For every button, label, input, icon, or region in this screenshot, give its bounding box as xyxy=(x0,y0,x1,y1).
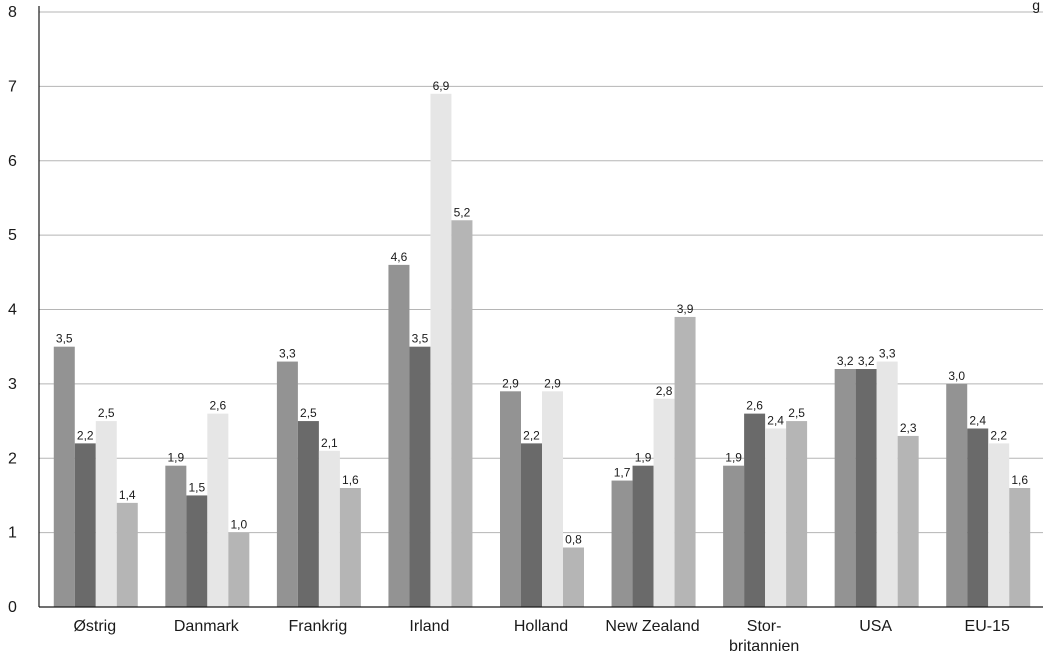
bar-2 xyxy=(409,346,431,607)
y-tick-label: 3 xyxy=(8,376,17,393)
x-category-label: Irland xyxy=(409,618,449,635)
data-label: 2,1 xyxy=(321,436,338,450)
data-label: 2,3 xyxy=(900,421,917,435)
bar-4 xyxy=(339,488,361,607)
x-category-label: USA xyxy=(859,618,892,635)
y-tick-label: 6 xyxy=(8,153,17,170)
bar-3 xyxy=(430,93,452,607)
data-label: 1,9 xyxy=(725,451,742,465)
data-label: 2,8 xyxy=(656,384,673,398)
bar-1 xyxy=(53,346,75,607)
bar-1 xyxy=(276,361,298,607)
data-label: 1,0 xyxy=(230,518,247,532)
bar-3 xyxy=(542,391,563,607)
bar-2 xyxy=(632,465,654,607)
data-label: 1,5 xyxy=(188,480,205,494)
bar-1 xyxy=(388,264,410,607)
bar-2 xyxy=(186,495,208,607)
data-label: 2,4 xyxy=(969,414,986,428)
y-tick-label: 0 xyxy=(8,599,17,616)
bar-4 xyxy=(1009,488,1031,607)
y-tick-label: 8 xyxy=(8,4,17,21)
data-label: 3,9 xyxy=(677,302,694,316)
x-category-label: New Zealand xyxy=(605,618,699,635)
bar-2 xyxy=(74,443,96,607)
y-tick-label: 2 xyxy=(8,450,17,467)
bar-3 xyxy=(765,428,787,607)
bar-4 xyxy=(563,547,584,607)
data-label: 0,8 xyxy=(565,533,582,547)
data-label: 2,6 xyxy=(746,399,763,413)
bar-4 xyxy=(116,502,138,607)
bar-3 xyxy=(318,450,340,607)
axes: 0 1 2 3 4 5 6 7 8 Østrig Danmark Frankrig Irland Holl… xyxy=(8,4,1043,655)
data-label: 2,4 xyxy=(767,414,784,428)
data-label: 3,5 xyxy=(412,332,429,346)
bar-1 xyxy=(723,465,745,607)
data-label: 3,3 xyxy=(279,347,296,361)
data-label: 4,6 xyxy=(391,250,408,264)
bar-4 xyxy=(228,532,250,607)
bar-4 xyxy=(897,435,919,607)
data-label: 2,9 xyxy=(502,376,519,390)
bar-1 xyxy=(611,480,633,607)
y-tick-label: 1 xyxy=(8,525,17,542)
y-tick-label: 7 xyxy=(8,78,17,95)
gridlines xyxy=(39,11,1043,534)
corner-label: g xyxy=(1032,0,1040,13)
data-label: 2,5 xyxy=(788,406,805,420)
bars xyxy=(53,93,1031,607)
bar-2 xyxy=(855,369,877,607)
x-category-label: Danmark xyxy=(174,618,240,635)
data-label: 3,5 xyxy=(56,332,73,346)
bar-4 xyxy=(786,421,808,607)
data-labels: 3,5 2,2 2,5 1,4 1,9 1,5 2,6 1,0 3,3 2,5 2,1 1,6 4,6 3… xyxy=(56,79,1028,547)
data-label: 2,6 xyxy=(209,399,226,413)
data-label: 1,7 xyxy=(614,466,631,480)
data-label: 5,2 xyxy=(454,205,471,219)
data-label: 6,9 xyxy=(433,79,450,93)
data-label: 2,2 xyxy=(523,428,540,442)
bar-2 xyxy=(297,421,319,607)
data-label: 1,9 xyxy=(635,451,652,465)
bar-1 xyxy=(946,383,968,607)
bar-3 xyxy=(988,443,1010,607)
data-label: 3,0 xyxy=(948,369,965,383)
bar-1 xyxy=(834,369,856,607)
bar-1 xyxy=(500,391,521,607)
data-label: 1,4 xyxy=(119,488,136,502)
data-label: 2,9 xyxy=(544,376,561,390)
data-label: 1,6 xyxy=(342,473,359,487)
bar-1 xyxy=(165,465,187,607)
data-label: 2,5 xyxy=(98,406,115,420)
data-label: 3,2 xyxy=(837,354,854,368)
data-label: 2,2 xyxy=(77,428,94,442)
bar-2 xyxy=(967,428,989,607)
data-label: 2,2 xyxy=(990,428,1007,442)
data-label: 1,6 xyxy=(1011,473,1028,487)
bar-3 xyxy=(95,421,117,607)
data-label: 1,9 xyxy=(167,451,184,465)
bar-3 xyxy=(207,413,229,607)
bar-4 xyxy=(451,220,473,607)
bar-3 xyxy=(653,398,675,607)
x-category-label: EU-15 xyxy=(965,618,1010,635)
y-tick-label: 5 xyxy=(8,227,17,244)
bar-2 xyxy=(744,413,766,607)
x-category-label: Stor-britannien xyxy=(729,618,799,655)
bar-3 xyxy=(876,361,898,607)
x-category-label: Østrig xyxy=(73,618,116,635)
x-category-label: Holland xyxy=(514,618,568,635)
data-label: 3,3 xyxy=(879,347,896,361)
bar-4 xyxy=(674,316,696,607)
data-label: 3,2 xyxy=(858,354,875,368)
x-category-label: Frankrig xyxy=(289,618,348,635)
data-label: 2,5 xyxy=(300,406,317,420)
y-tick-label: 4 xyxy=(8,302,17,319)
bar-2 xyxy=(521,443,542,607)
